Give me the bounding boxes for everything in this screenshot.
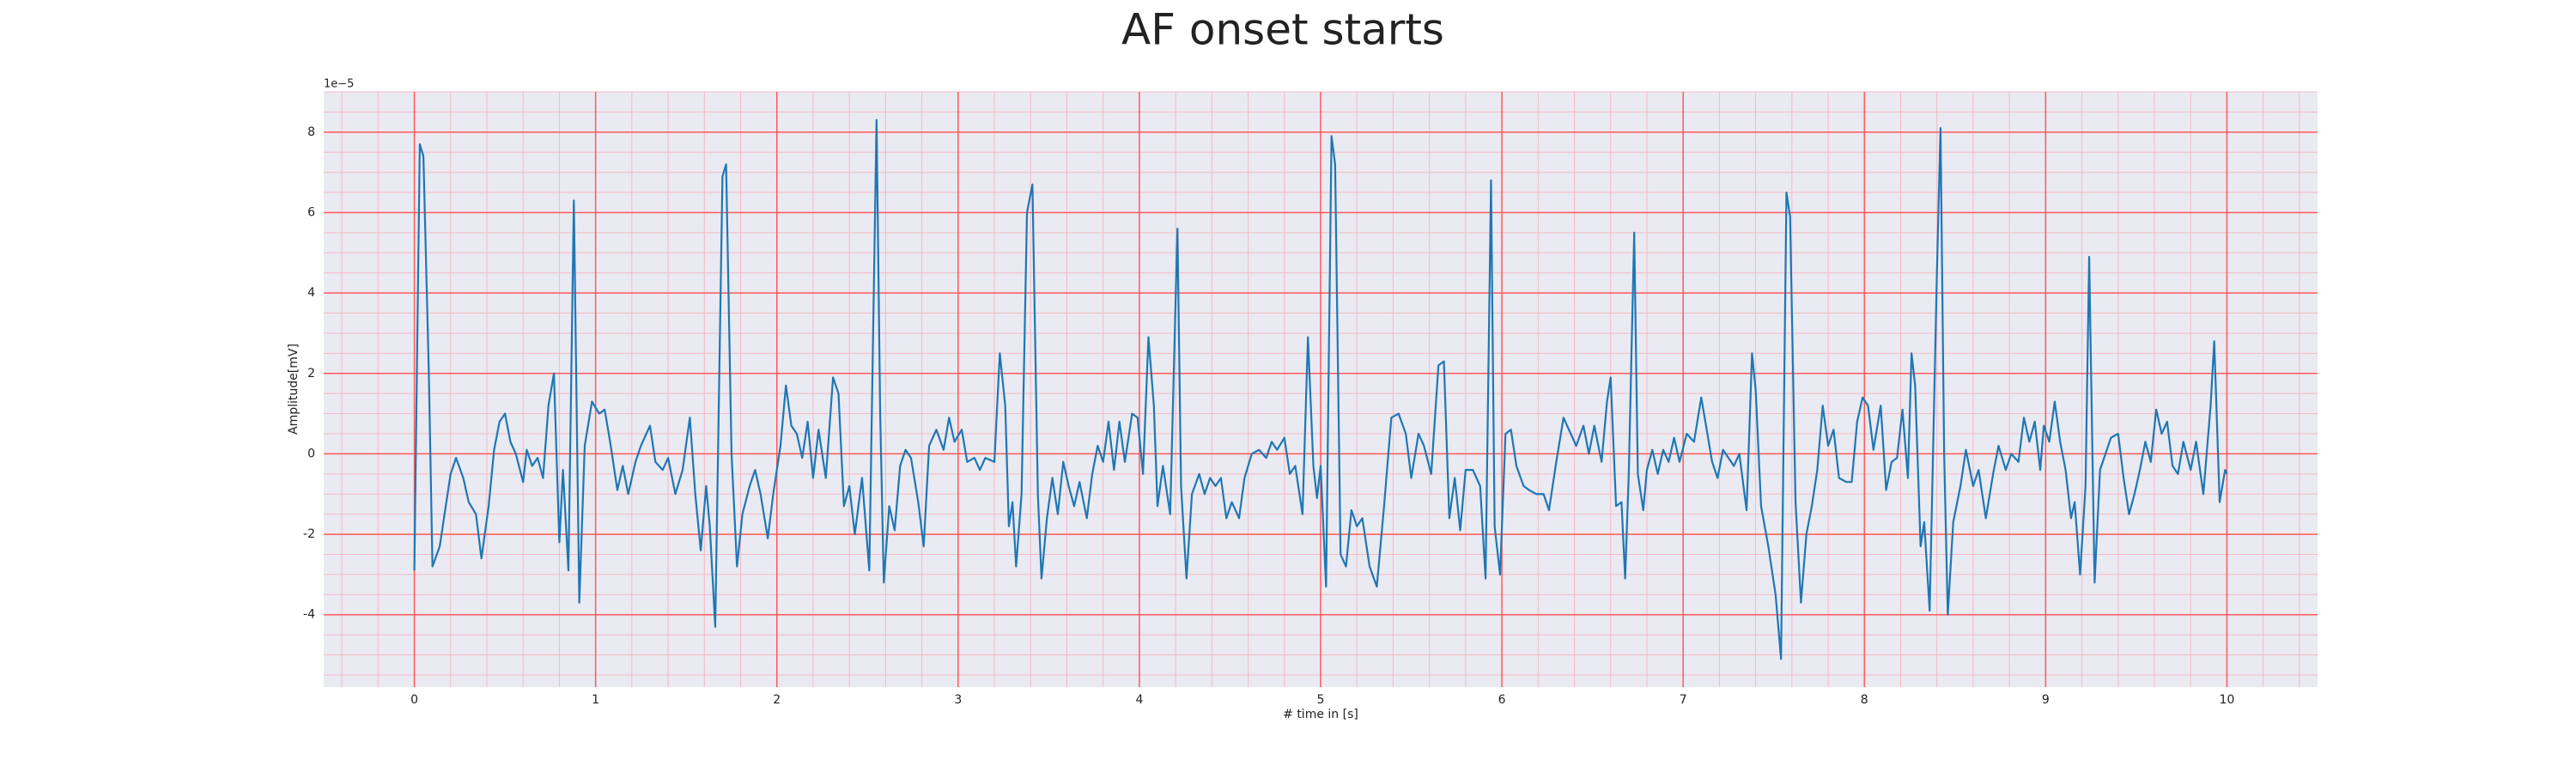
x-tick-label: 6 [1498,693,1506,707]
x-tick-label: 10 [2220,693,2235,707]
y-tick-label: -4 [303,608,315,622]
line-series [413,119,2228,660]
x-tick-label: 8 [1861,693,1868,707]
x-tick-label: 0 [410,693,418,707]
y-offset-label: 1e−5 [324,78,354,91]
y-tick-label: 4 [307,286,315,300]
x-tick-label: 1 [592,693,599,707]
y-axis-label: Amplitude[mV] [287,344,301,435]
x-tick-label: 9 [2042,693,2050,707]
y-tick-label: 6 [307,205,315,219]
x-tick-label: 5 [1317,693,1325,707]
x-axis-label: # time in [s] [1283,708,1358,721]
chart-title: AF onset starts [1121,5,1444,55]
x-tick-label: 4 [1135,693,1143,707]
y-tick-label: 0 [307,447,315,460]
y-tick-label: 8 [307,125,315,139]
y-tick-label: -2 [303,527,315,541]
y-tick-label: 2 [307,367,315,380]
x-tick-label: 3 [954,693,962,707]
x-tick-label: 2 [773,693,781,707]
x-tick-label: 7 [1680,693,1687,707]
